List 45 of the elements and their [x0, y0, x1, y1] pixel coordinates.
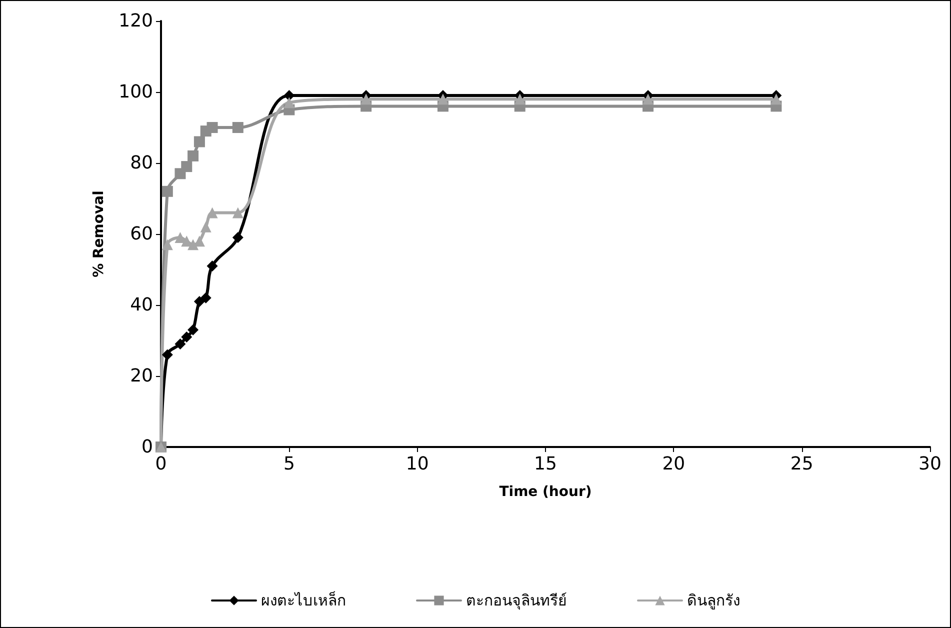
point	[194, 296, 205, 307]
legend-label: ตะกอนจุลินทรีย์	[466, 592, 567, 610]
point	[200, 221, 212, 232]
x-tick-label: 25	[790, 454, 814, 474]
point	[770, 94, 782, 105]
x-tick-label: 5	[283, 454, 295, 474]
point	[206, 260, 218, 272]
point	[284, 90, 295, 102]
point	[232, 232, 244, 244]
y-axis-title: % Removal	[91, 190, 107, 278]
x-tick-label: 30	[918, 454, 942, 474]
point	[188, 239, 199, 250]
point	[232, 122, 244, 133]
legend-label: ดินลูกรัง	[687, 592, 740, 610]
x-tick-label: 20	[662, 454, 686, 474]
point	[206, 207, 218, 218]
point	[206, 122, 218, 133]
x-tick-label: 0	[155, 454, 167, 474]
point	[181, 161, 192, 172]
y-tick-label: 100	[118, 82, 153, 102]
y-tick-label: 120	[118, 10, 153, 32]
y-tick-label: 60	[130, 224, 153, 244]
point	[194, 136, 205, 148]
point	[181, 331, 192, 342]
point	[232, 207, 244, 218]
point	[642, 94, 654, 105]
point	[437, 94, 448, 105]
point	[162, 349, 173, 360]
point	[188, 150, 199, 162]
y-tick-label: 20	[130, 366, 153, 386]
point	[284, 97, 295, 108]
y-tick-label: 0	[142, 436, 153, 458]
y-tick-label: 40	[130, 294, 153, 316]
point	[174, 338, 186, 350]
y-tick-label: 80	[130, 152, 153, 174]
point	[162, 186, 173, 197]
point	[162, 239, 173, 250]
point	[200, 292, 212, 304]
point	[188, 324, 199, 336]
x-tick-label: 15	[534, 454, 557, 474]
x-tick-label: 10	[406, 454, 429, 474]
x-axis-title: Time (hour)	[499, 484, 592, 500]
point	[514, 94, 526, 105]
legend-label: ผงตะไบเหล็ก	[261, 590, 346, 610]
point	[360, 94, 372, 105]
